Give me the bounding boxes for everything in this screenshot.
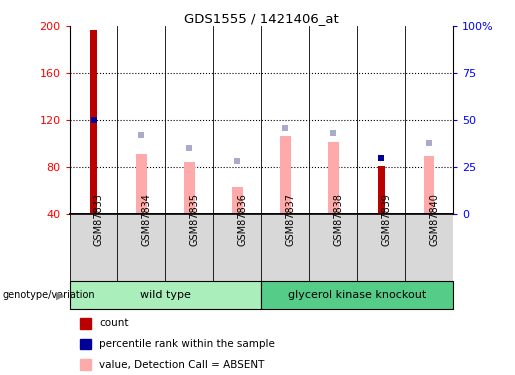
Text: GSM87835: GSM87835 [190, 193, 199, 246]
Text: GSM87837: GSM87837 [285, 193, 295, 246]
Bar [261, 281, 453, 309]
Bar [328, 142, 338, 214]
Text: glycerol kinase knockout: glycerol kinase knockout [288, 290, 426, 300]
Text: GSM87834: GSM87834 [142, 193, 151, 246]
Text: ▶: ▶ [56, 290, 64, 300]
Bar [70, 281, 261, 309]
Title: GDS1555 / 1421406_at: GDS1555 / 1421406_at [184, 12, 339, 25]
Bar [90, 30, 97, 214]
Bar [136, 154, 147, 214]
Bar [424, 156, 435, 214]
Bar [280, 136, 290, 214]
Text: GSM87839: GSM87839 [381, 193, 391, 246]
Text: GSM87838: GSM87838 [333, 193, 344, 246]
Text: wild type: wild type [140, 290, 191, 300]
Text: GSM87833: GSM87833 [94, 193, 104, 246]
Bar [377, 166, 385, 214]
Bar [184, 162, 195, 214]
Text: genotype/variation: genotype/variation [3, 290, 95, 300]
Text: GSM87836: GSM87836 [237, 193, 247, 246]
Text: value, Detection Call = ABSENT: value, Detection Call = ABSENT [99, 360, 264, 370]
Text: GSM87840: GSM87840 [429, 193, 439, 246]
Text: count: count [99, 318, 128, 328]
Text: percentile rank within the sample: percentile rank within the sample [99, 339, 275, 349]
Bar [232, 187, 243, 214]
